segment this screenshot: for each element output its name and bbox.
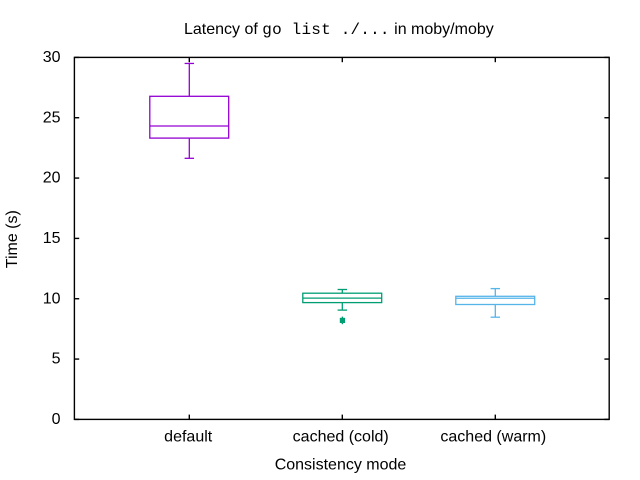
svg-text:cached (warm): cached (warm) (440, 429, 546, 446)
svg-text:20: 20 (43, 170, 61, 187)
svg-text:Consistency mode: Consistency mode (275, 457, 407, 474)
svg-text:cached (cold): cached (cold) (293, 429, 389, 446)
svg-text:30: 30 (43, 49, 61, 66)
svg-text:10: 10 (43, 290, 61, 307)
svg-text:15: 15 (43, 230, 61, 247)
svg-text:Latency of go list ./... in mo: Latency of go list ./... in moby/moby (184, 21, 494, 39)
svg-text:5: 5 (52, 351, 61, 368)
svg-text:default: default (164, 429, 213, 446)
svg-text:25: 25 (43, 109, 61, 126)
svg-text:Time (s): Time (s) (4, 210, 21, 268)
svg-text:0: 0 (52, 411, 61, 428)
